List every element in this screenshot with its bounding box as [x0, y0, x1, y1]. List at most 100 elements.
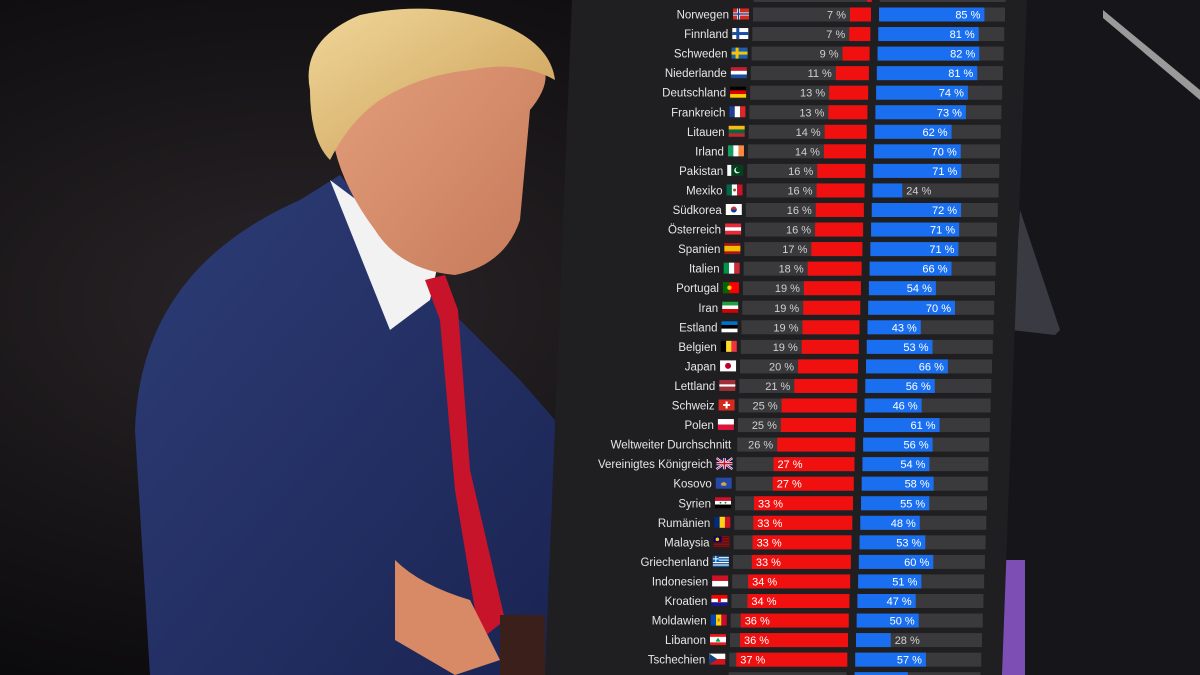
speaker-figure: [135, 8, 560, 675]
red-bar: [736, 652, 848, 667]
red-value-label: 21 %: [765, 381, 790, 393]
red-value-label: 14 %: [795, 146, 820, 158]
country-label: Schweiz: [672, 401, 715, 413]
red-value-label: 25 %: [753, 401, 778, 413]
chart-row: 36 % 50 % Moldawien: [652, 613, 983, 628]
red-bar: [777, 437, 856, 452]
blue-bar: [868, 281, 936, 296]
finland-flag: [732, 28, 749, 40]
blue-bar: [858, 554, 934, 569]
shirt-collar: [330, 180, 440, 330]
blue-bar: [863, 418, 940, 433]
country-label: Malaysia: [664, 537, 710, 549]
chart-row: 19 % 54 % Portugal: [676, 281, 995, 296]
poland-flag: [717, 419, 734, 431]
red-value-label: 27 %: [777, 479, 802, 491]
blue-bar: [855, 633, 891, 648]
moldova-flag: [710, 614, 727, 626]
chart-row: 16 % 71 % Pakistan: [679, 163, 1000, 178]
country-label: Portugal: [676, 283, 719, 295]
mexico-flag: [726, 184, 743, 196]
country-label: Libanon: [665, 635, 706, 647]
red-bar-track: [753, 0, 872, 2]
blue-value-label: 72 %: [932, 205, 957, 217]
south-korea-flag: [725, 204, 742, 215]
red-value-label: 26 %: [748, 440, 773, 452]
country-label: Niederlande: [665, 68, 727, 80]
indonesia-flag: [712, 575, 729, 587]
portugal-flag: [722, 282, 739, 294]
red-bar: [829, 85, 869, 100]
red-value-label: 33 %: [758, 498, 783, 510]
red-bar-track: [752, 27, 871, 42]
red-bar: [754, 496, 854, 511]
blue-value-label: 66 %: [919, 361, 944, 373]
blue-value-label: 61 %: [910, 420, 935, 432]
red-bar: [816, 183, 865, 198]
blue-bar: [860, 515, 920, 530]
chart-row: 9 % 82 % Schweden: [674, 46, 1004, 61]
blue-value-label: 85 %: [955, 10, 980, 22]
red-bar: [815, 203, 864, 217]
hand: [395, 560, 500, 675]
red-bar: [828, 105, 868, 120]
red-value-label: 7 %: [826, 29, 845, 41]
chart-row: 34 % 51 % Indonesien: [652, 574, 985, 589]
country-label: Indonesien: [652, 576, 708, 588]
country-label: Lettland: [674, 381, 715, 393]
blue-bar: [869, 261, 952, 276]
red-bar: [815, 222, 864, 237]
chart-row: 11 % 81 % Niederlande: [665, 66, 1003, 81]
red-bar: [773, 457, 855, 472]
chart-row: 14 % 70 % Irland: [695, 144, 1000, 159]
japan-flag: [720, 360, 737, 372]
blue-bar: [861, 496, 930, 511]
chart-row: 33 % 53 % Malaysia: [664, 535, 986, 550]
red-bar: [740, 613, 849, 628]
chart-row: 7 % 85 % Norwegen: [677, 7, 1005, 22]
red-value-label: 16 %: [787, 185, 812, 197]
blue-value-label: 70 %: [926, 303, 951, 315]
blue-value-label: 53 %: [896, 537, 921, 549]
chart-rows: 4 % 7 % 85 % Norwegen 7 % 81 % Finnland 9 % 82 %…: [598, 0, 1006, 675]
red-tie: [425, 275, 505, 640]
blue-bar: [859, 535, 926, 550]
country-label: Litauen: [687, 127, 725, 139]
blue-value-label: 81 %: [948, 68, 973, 80]
blue-value-label: 54 %: [907, 283, 932, 295]
chart-row: 21 % 56 % Lettland: [674, 378, 992, 393]
romania-flag: [714, 516, 731, 528]
red-bar: [748, 574, 851, 589]
blue-bar: [857, 594, 916, 608]
red-value-label: 9 %: [820, 49, 839, 61]
kosovo-flag: [715, 477, 732, 489]
red-value-label: 36 %: [745, 616, 770, 628]
blue-bar: [879, 7, 985, 22]
blue-value-label: 70 %: [932, 146, 957, 158]
country-label: Syrien: [678, 498, 711, 510]
chart-row: 7 % 81 % Finnland: [684, 27, 1005, 42]
red-bar: [751, 554, 851, 569]
country-label: Estland: [679, 322, 717, 334]
blue-value-label: 56 %: [906, 381, 931, 393]
blue-bar-track: [854, 672, 981, 675]
lithuania-flag: [728, 125, 745, 137]
red-value-label: 19 %: [775, 283, 800, 295]
croatia-flag: [711, 595, 728, 606]
chart-row: 20 % 66 % Japan: [685, 359, 993, 374]
red-value-label: 36 %: [744, 635, 769, 647]
blue-bar: [868, 300, 956, 315]
blue-value-label: 51 %: [892, 576, 917, 588]
chart-row: 26 % 56 % Weltweiter Durchschnitt: [611, 437, 990, 452]
country-label: Iran: [698, 303, 718, 315]
chart-row: 27 % 58 % Kosovo: [673, 476, 988, 491]
blue-value-label: 53 %: [903, 342, 928, 354]
country-label: Mexiko: [686, 185, 722, 197]
blue-bar: [866, 339, 933, 354]
blue-bar: [878, 27, 979, 42]
norway-flag: [733, 8, 749, 20]
red-bar: [811, 242, 863, 257]
blue-value-label: 81 %: [950, 29, 975, 41]
blue-bar: [865, 378, 935, 393]
